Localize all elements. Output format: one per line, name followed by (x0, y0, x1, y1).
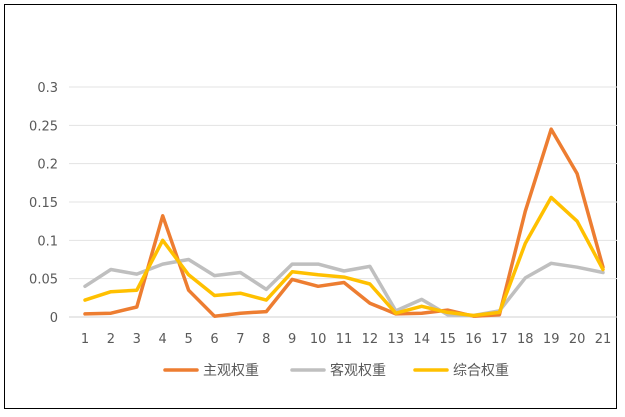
legend: 主观权重 客观权重 综合权重 (163, 362, 509, 379)
legend-label-1: 主观权重 (203, 363, 259, 379)
x-tick-label: 17 (491, 332, 508, 347)
y-tick-label: 0.3 (37, 81, 58, 96)
legend-label-2: 客观权重 (330, 362, 386, 379)
x-tick-label: 18 (517, 332, 534, 347)
y-tick-label: 0.2 (37, 158, 58, 173)
x-tick-label: 9 (288, 332, 296, 347)
x-tick-label: 13 (388, 332, 405, 347)
series-lines (83, 127, 605, 318)
x-tick-label: 7 (236, 332, 244, 347)
x-tick-label: 14 (413, 332, 430, 347)
x-tick-label: 4 (159, 332, 167, 347)
x-tick-label: 20 (569, 332, 586, 347)
x-tick-label: 5 (184, 332, 192, 347)
x-tick-label: 11 (336, 332, 353, 347)
x-tick-label: 19 (543, 332, 560, 347)
x-tick-label: 6 (210, 332, 218, 347)
x-axis-ticks: 1 2 3 4 5 6 7 8 9 10 11 12 13 14 15 16 17 18 19 20 21 (81, 332, 611, 347)
y-tick-label: 0.25 (29, 119, 58, 134)
legend-label-3: 综合权重 (453, 363, 509, 379)
x-tick-label: 1 (81, 332, 89, 347)
series-line-3 (83, 195, 605, 318)
y-tick-label: 0.1 (37, 234, 58, 249)
y-axis-ticks: 0 0.05 0.1 0.15 0.2 0.25 0.3 (29, 81, 58, 326)
x-tick-label: 8 (262, 332, 270, 347)
y-tick-label: 0.05 (29, 273, 58, 288)
x-tick-label: 21 (595, 332, 612, 347)
x-tick-label: 2 (107, 332, 115, 347)
line-chart: 00.050.10.150.20.250.3 1 2 3 4 5 6 7 8 9 10 11 12 13… (29, 81, 617, 379)
y-tick-label: 0 (50, 311, 58, 326)
x-tick-label: 12 (362, 332, 379, 347)
x-tick-label: 10 (310, 332, 327, 347)
y-tick-label: 0.15 (29, 196, 58, 211)
series-line-1 (83, 127, 605, 318)
x-tick-label: 16 (465, 332, 482, 347)
series-line-2 (83, 257, 605, 318)
gridlines (69, 86, 617, 318)
x-tick-label: 15 (439, 332, 456, 347)
x-tick-label: 3 (133, 332, 141, 347)
chart-frame: 0 0.05 0.1 0.15 0.2 0.25 0.3 1 2 3 4 5 6 7 8 9 10 11 12 13… (4, 4, 617, 409)
